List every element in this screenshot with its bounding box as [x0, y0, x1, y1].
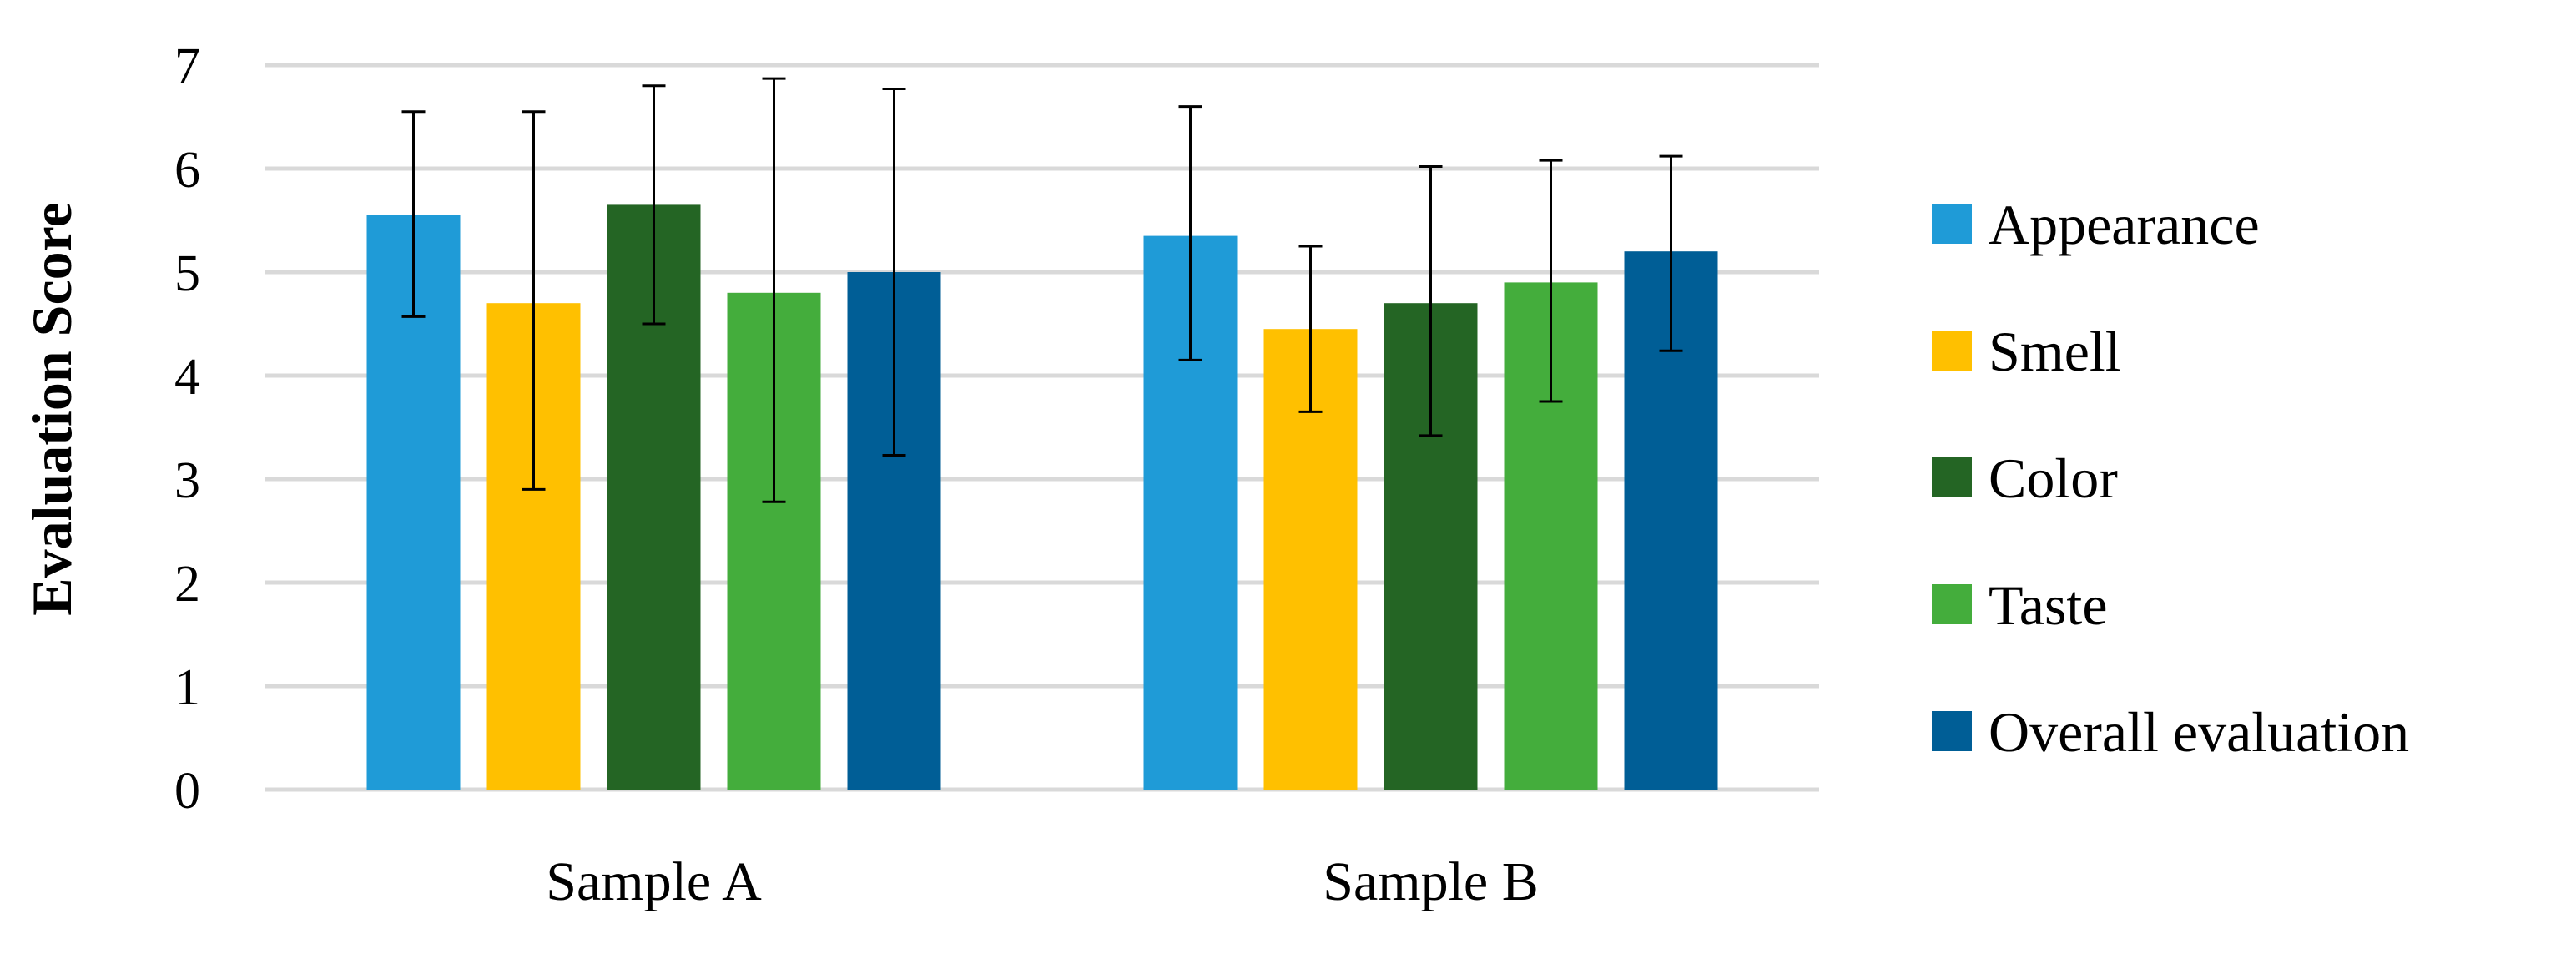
legend-label: Appearance	[1989, 193, 2260, 256]
y-tick-label: 5	[174, 245, 200, 302]
y-tick-label: 4	[174, 349, 200, 406]
bars	[366, 204, 1718, 790]
y-tick-label: 0	[174, 763, 200, 820]
y-axis-label: Evaluation Score	[20, 202, 83, 616]
legend-swatch	[1932, 204, 1972, 244]
legend-label: Smell	[1989, 320, 2121, 383]
legend-swatch	[1932, 711, 1972, 751]
y-tick-label: 1	[174, 659, 200, 716]
y-tick-label: 6	[174, 142, 200, 199]
y-tick-label: 7	[174, 38, 200, 95]
y-tick-label: 2	[174, 556, 200, 613]
y-tick-label: 3	[174, 452, 200, 509]
x-category-labels: Sample A Sample B	[546, 851, 1539, 912]
legend-label: Overall evaluation	[1989, 700, 2409, 764]
error-bars	[401, 77, 1683, 503]
legend-label: Color	[1989, 447, 2118, 510]
y-tick-labels: 0 1 2 3 4 5 6 7	[174, 38, 200, 820]
x-category-label: Sample B	[1323, 851, 1539, 912]
legend-label: Taste	[1989, 573, 2108, 637]
legend-swatch	[1932, 331, 1972, 371]
x-category-label: Sample A	[546, 851, 762, 912]
legend-swatch	[1932, 584, 1972, 624]
legend-swatch	[1932, 457, 1972, 497]
legend: Appearance Smell Color Taste Overall evaluat…	[1932, 193, 2409, 764]
